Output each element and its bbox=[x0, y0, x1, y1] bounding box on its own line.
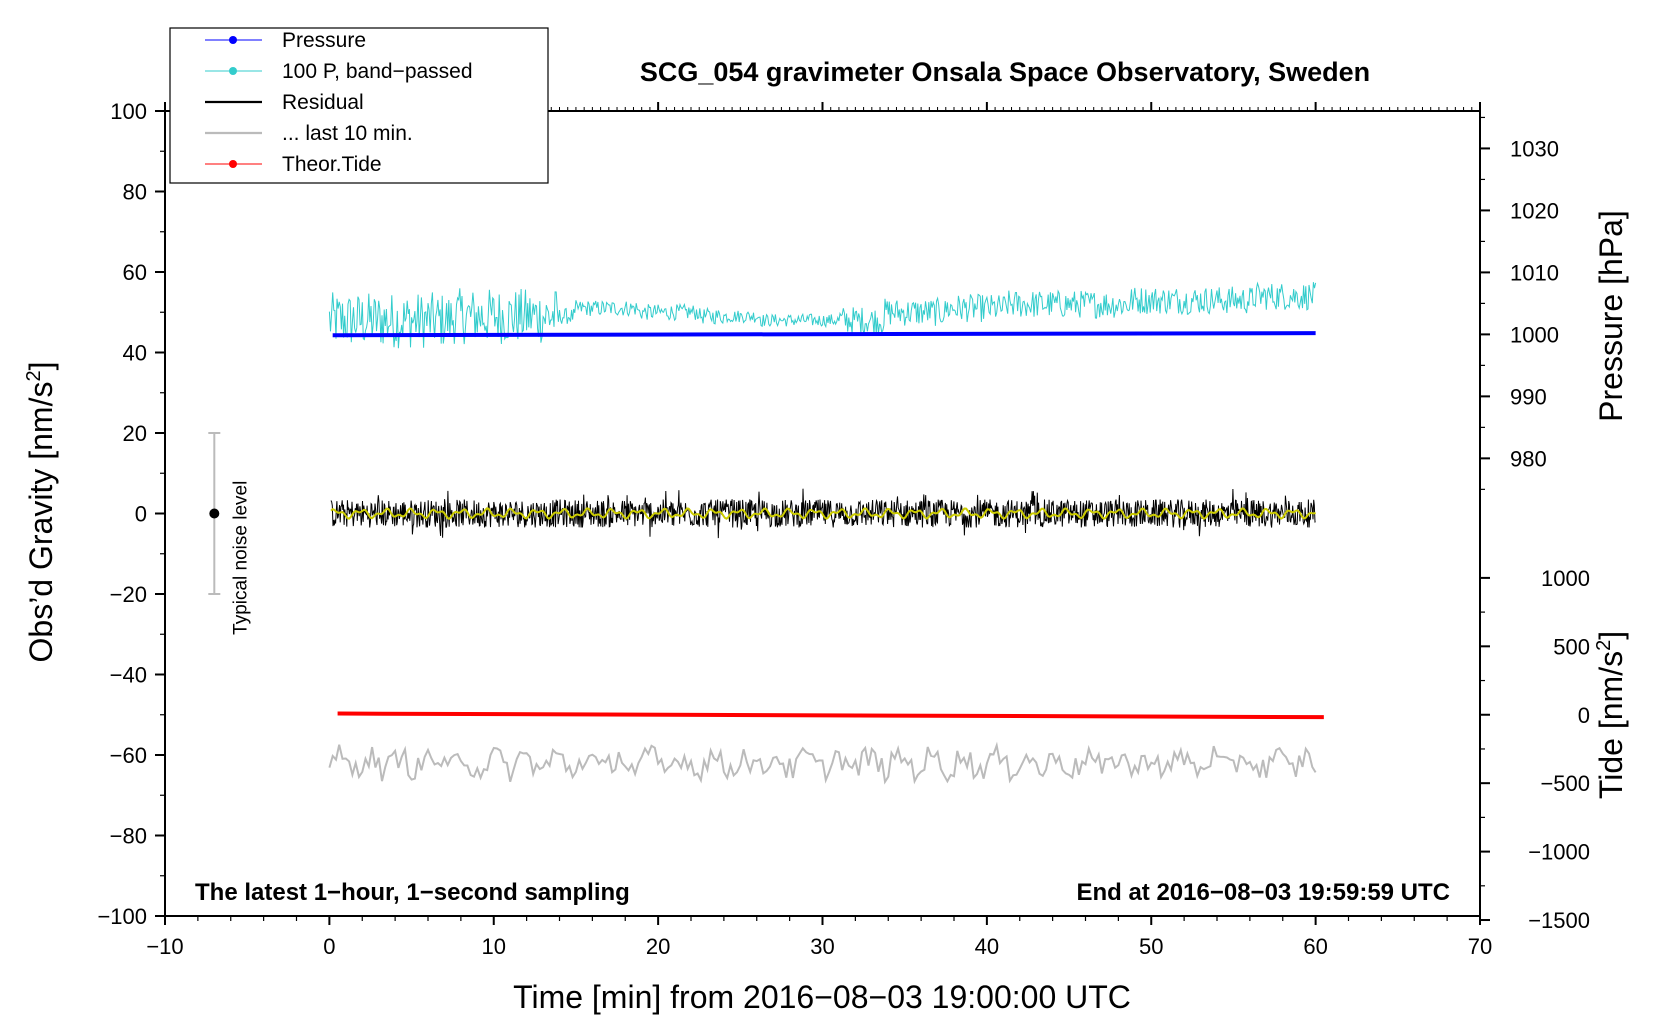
tide-axis-title-end: ] bbox=[1593, 631, 1629, 640]
x-tick-label: 20 bbox=[646, 934, 670, 959]
noise-bar-label: Typical noise level bbox=[230, 481, 251, 635]
pressure-tick-label: 980 bbox=[1510, 446, 1547, 471]
y-tick-label: −60 bbox=[110, 743, 147, 768]
series-line-last10min bbox=[328, 741, 1317, 785]
x-tick-label: 60 bbox=[1303, 934, 1327, 959]
y-tick-label: −80 bbox=[110, 824, 147, 849]
tide-tick-label: −500 bbox=[1540, 771, 1590, 796]
noise-bar-center bbox=[209, 508, 220, 519]
noise-bar: Typical noise level bbox=[208, 432, 251, 635]
pressure-tick-label: 990 bbox=[1510, 384, 1547, 409]
legend-marker bbox=[229, 67, 237, 75]
chart-title: SCG_054 gravimeter Onsala Space Observat… bbox=[640, 57, 1370, 87]
x-tick-label: 40 bbox=[975, 934, 999, 959]
y-axis-left: 100 80 60 40 20 0 −20 −40 −60 −80 −100 bbox=[97, 99, 165, 929]
y-axis-tide: 1000 500 0 −500 −1000 −1500 bbox=[1480, 566, 1590, 933]
legend-label: ... last 10 min. bbox=[282, 122, 413, 145]
x-axis-title: Time [min] from 2016−08−03 19:00:00 UTC bbox=[513, 979, 1131, 1015]
pressure-tick-label: 1000 bbox=[1510, 322, 1559, 347]
legend-marker bbox=[229, 160, 237, 168]
pressure-tick-label: 1010 bbox=[1510, 260, 1559, 285]
y-axis-pressure: 980 990 1000 1010 1020 1030 bbox=[1480, 116, 1559, 490]
pressure-tick-label: 1030 bbox=[1510, 136, 1559, 161]
tide-axis-title-main: Tide [nm/s bbox=[1593, 651, 1629, 799]
tide-tick-label: −1500 bbox=[1528, 908, 1590, 933]
legend-label: Residual bbox=[282, 91, 364, 114]
legend-label: Theor.Tide bbox=[282, 153, 382, 176]
x-tick-label: 30 bbox=[810, 934, 834, 959]
y-tick-label: −20 bbox=[110, 582, 147, 607]
y-tick-label: −100 bbox=[97, 904, 147, 929]
x-axis: −10 0 10 20 30 40 50 60 70 bbox=[146, 102, 1492, 959]
tide-axis-title-sup: 2 bbox=[1593, 640, 1615, 651]
y-tick-label: 20 bbox=[123, 421, 147, 446]
y-axis-title-main: Obs’d Gravity [nm/s bbox=[23, 382, 59, 663]
legend-marker bbox=[229, 36, 237, 44]
series-layer bbox=[328, 281, 1324, 785]
legend-label: 100 P, band−passed bbox=[282, 60, 473, 83]
series-line-tide bbox=[337, 711, 1324, 720]
annotation-right: End at 2016−08−03 19:59:59 UTC bbox=[1076, 879, 1450, 906]
tide-tick-label: 1000 bbox=[1541, 566, 1590, 591]
y-tick-label: 60 bbox=[123, 260, 147, 285]
y-tick-label: 0 bbox=[135, 502, 147, 527]
y-axis-title-end: ] bbox=[23, 362, 59, 371]
y-tick-label: 100 bbox=[110, 99, 147, 124]
pressure-tick-label: 1020 bbox=[1510, 198, 1559, 223]
series-line-pressure bbox=[332, 331, 1316, 338]
annotation-left: The latest 1−hour, 1−second sampling bbox=[195, 879, 630, 906]
tide-axis-title: Tide [nm/s2] bbox=[1593, 631, 1629, 799]
x-tick-label: 70 bbox=[1468, 934, 1492, 959]
x-tick-label: 50 bbox=[1139, 934, 1163, 959]
x-tick-label: 10 bbox=[482, 934, 506, 959]
y-axis-title: Obs’d Gravity [nm/s2] bbox=[23, 362, 59, 663]
y-tick-label: 40 bbox=[123, 341, 147, 366]
y-tick-label: −40 bbox=[110, 663, 147, 688]
legend-box bbox=[169, 27, 549, 184]
x-tick-label: −10 bbox=[146, 934, 183, 959]
legend-label: Pressure bbox=[282, 29, 366, 52]
series-line-residual-smoothed bbox=[330, 507, 1317, 520]
legend: Pressure 100 P, band−passed Residual ... la… bbox=[169, 27, 549, 184]
series-line-bandpassed bbox=[328, 281, 1317, 349]
tide-tick-label: −1000 bbox=[1528, 840, 1590, 865]
pressure-axis-title: Pressure [hPa] bbox=[1593, 210, 1629, 422]
tide-tick-label: 0 bbox=[1578, 703, 1590, 728]
y-tick-label: 80 bbox=[123, 180, 147, 205]
tide-tick-label: 500 bbox=[1553, 634, 1590, 659]
y-axis-title-sup: 2 bbox=[23, 370, 45, 381]
x-tick-label: 0 bbox=[323, 934, 335, 959]
